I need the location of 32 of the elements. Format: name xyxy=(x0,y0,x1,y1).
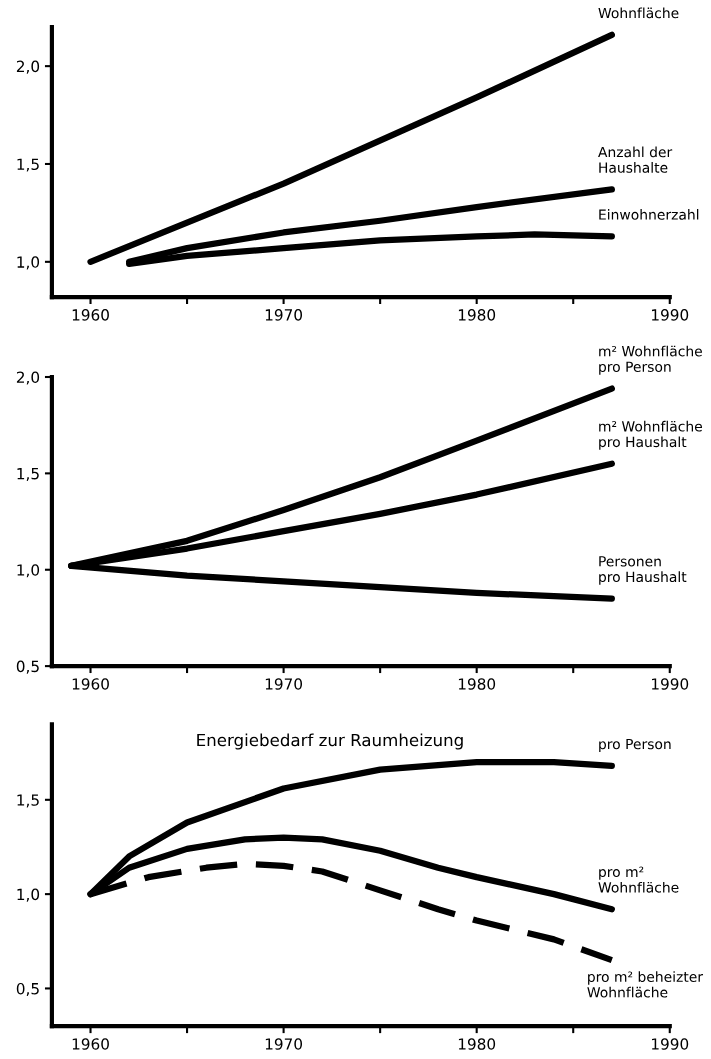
series-label: pro m² Wohnfläche xyxy=(598,866,679,893)
series-label: Anzahl der Haushalte xyxy=(598,146,673,173)
x-tick-label: 1990 xyxy=(652,1038,689,1050)
y-tick-label: 2,0 xyxy=(16,60,40,74)
y-tick-label: 1,5 xyxy=(17,468,39,481)
x-tick-label: 1970 xyxy=(265,309,303,321)
series-label: m² Wohnfläche pro Person xyxy=(599,345,702,375)
series-label: Wohnfläche xyxy=(598,7,679,19)
y-tick-label: 0,5 xyxy=(16,982,39,997)
series-label: Personen pro Haushalt xyxy=(599,556,687,585)
x-tick-label: 1990 xyxy=(652,309,689,321)
x-tick-label: 1980 xyxy=(458,1038,496,1050)
series-label: m² Wohnfläche pro Haushalt xyxy=(599,420,702,450)
y-tick-label: 1,0 xyxy=(17,888,40,902)
y-tick-label: 1,5 xyxy=(17,794,39,808)
y-tick-label: 2,0 xyxy=(16,371,40,385)
series-label: pro Person xyxy=(599,738,671,752)
series-label: Einwohnerzahl xyxy=(599,209,699,220)
x-tick-label: 1960 xyxy=(72,309,109,321)
y-tick-label: 1,0 xyxy=(17,256,40,270)
y-tick-label: 1,0 xyxy=(17,564,40,578)
x-tick-label: 1960 xyxy=(72,678,109,690)
y-tick-label: 0,5 xyxy=(16,660,39,674)
x-tick-label: 1980 xyxy=(458,678,496,690)
y-tick-label: 1,5 xyxy=(17,158,39,172)
x-tick-label: 1980 xyxy=(458,309,496,321)
x-tick-label: 1990 xyxy=(652,678,689,690)
series-label: pro m² beheizter Wohnfläche xyxy=(587,971,704,998)
x-tick-label: 1970 xyxy=(265,1038,303,1050)
x-tick-label: 1960 xyxy=(72,1038,109,1050)
text: Energiebedarf zur Raumheizung xyxy=(197,733,463,750)
x-tick-label: 1970 xyxy=(265,678,303,690)
